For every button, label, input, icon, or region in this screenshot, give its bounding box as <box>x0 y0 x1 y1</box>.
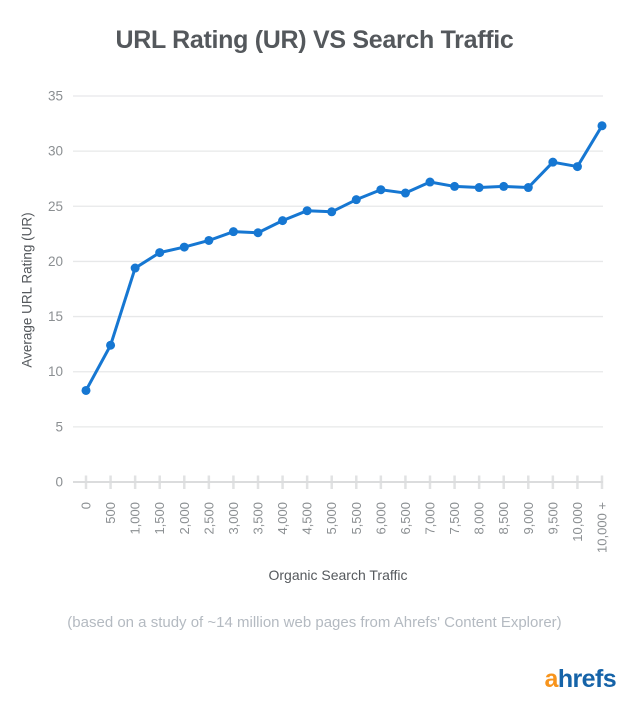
svg-text:35: 35 <box>48 89 63 104</box>
svg-text:2,500: 2,500 <box>201 502 216 535</box>
chart-title: URL Rating (UR) VS Search Traffic <box>115 26 514 54</box>
svg-text:1,000: 1,000 <box>128 502 143 535</box>
svg-text:2,000: 2,000 <box>177 502 192 535</box>
svg-text:10,000 +: 10,000 + <box>595 502 610 553</box>
svg-text:500: 500 <box>103 502 118 524</box>
svg-text:30: 30 <box>48 144 63 159</box>
svg-text:8,500: 8,500 <box>496 502 511 535</box>
svg-text:20: 20 <box>48 254 63 269</box>
svg-text:10,000: 10,000 <box>570 502 585 542</box>
y-axis-title: Average URL Rating (UR) <box>19 212 35 368</box>
svg-text:1,500: 1,500 <box>152 502 167 535</box>
svg-text:0: 0 <box>55 475 63 490</box>
svg-text:4,500: 4,500 <box>300 502 315 535</box>
svg-text:5: 5 <box>55 419 63 434</box>
svg-text:5,000: 5,000 <box>324 502 339 535</box>
chart-caption: (based on a study of ~14 million web pag… <box>67 614 562 631</box>
svg-text:3,000: 3,000 <box>226 502 241 535</box>
x-axis-title: Organic Search Traffic <box>268 567 408 583</box>
ahrefs-logo: ahrefs <box>544 665 617 694</box>
svg-text:9,500: 9,500 <box>545 502 560 535</box>
svg-text:10: 10 <box>48 364 63 379</box>
svg-text:8,000: 8,000 <box>472 502 487 535</box>
svg-text:7,000: 7,000 <box>423 502 438 535</box>
svg-text:7,500: 7,500 <box>447 502 462 535</box>
svg-text:25: 25 <box>48 199 63 214</box>
svg-text:15: 15 <box>48 309 63 324</box>
svg-text:9,000: 9,000 <box>521 502 536 535</box>
svg-text:4,000: 4,000 <box>275 502 290 535</box>
ahrefs-logo-a: a <box>544 665 559 693</box>
svg-text:6,500: 6,500 <box>398 502 413 535</box>
svg-text:0: 0 <box>79 502 94 509</box>
svg-text:6,000: 6,000 <box>373 502 388 535</box>
ahrefs-logo-hrefs: hrefs <box>557 665 617 693</box>
svg-text:3,500: 3,500 <box>251 502 266 535</box>
svg-text:5,500: 5,500 <box>349 502 364 535</box>
